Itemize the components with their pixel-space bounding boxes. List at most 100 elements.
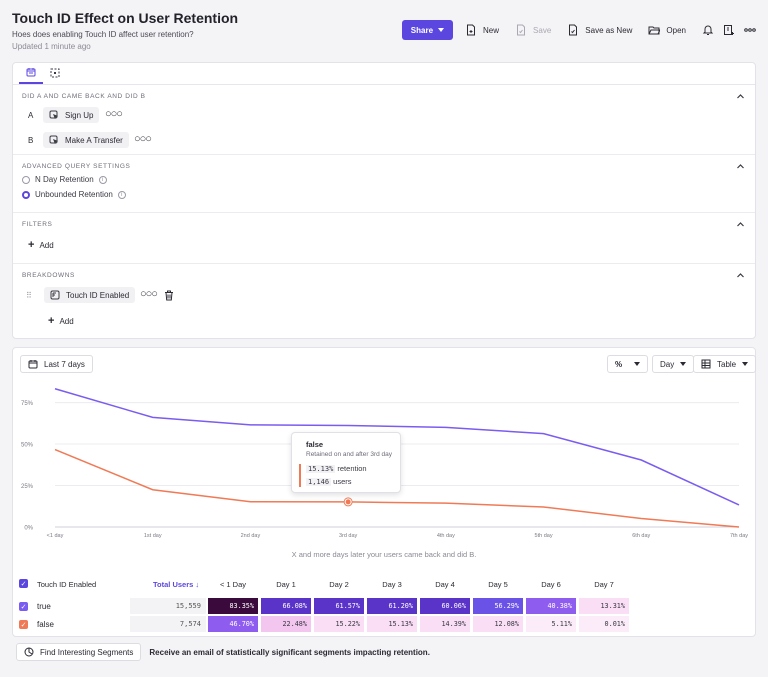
filters-section: FILTERS + Add: [13, 213, 755, 264]
day-column-header[interactable]: Day 5: [488, 580, 508, 589]
day-column-header[interactable]: Day 6: [541, 580, 561, 589]
event-a-chip[interactable]: Sign Up: [43, 107, 100, 123]
row-label: true: [37, 602, 51, 611]
select-all-checkbox[interactable]: ✓: [19, 579, 28, 588]
radio-unselected[interactable]: [22, 175, 30, 184]
retention-cell[interactable]: 60.06%: [420, 598, 470, 614]
breakdowns-section-title: BREAKDOWNS: [22, 272, 75, 279]
total-users-cell: 15,559: [130, 598, 206, 614]
retention-cell[interactable]: 61.57%: [314, 598, 364, 614]
event-b-chip[interactable]: Make A Transfer: [43, 132, 129, 148]
alert-bell-icon[interactable]: [702, 24, 714, 36]
more-options-icon[interactable]: [744, 28, 756, 32]
add-to-dashboard-icon[interactable]: [723, 24, 735, 36]
info-icon[interactable]: i: [98, 175, 107, 184]
calendar-icon: [28, 360, 38, 369]
x-tick-label: <1 day: [47, 533, 64, 539]
x-tick-label: 5th day: [535, 533, 553, 539]
retention-cell[interactable]: 40.38%: [526, 598, 576, 614]
retention-cell[interactable]: 12.08%: [473, 616, 523, 632]
view-label: Table: [717, 359, 737, 369]
n-day-retention-option[interactable]: N Day Retention i: [22, 175, 107, 184]
retention-cell[interactable]: 22.48%: [261, 616, 311, 632]
retention-cell[interactable]: 5.11%: [526, 616, 576, 632]
tooltip-series-marker: [299, 464, 301, 487]
did-section-title: DID A AND CAME BACK AND DID B: [22, 93, 146, 100]
trash-icon[interactable]: [164, 290, 174, 301]
new-button[interactable]: New: [465, 24, 499, 36]
add-breakdown-label: Add: [59, 316, 74, 326]
retention-cell[interactable]: 83.35%: [208, 598, 258, 614]
chevron-up-icon[interactable]: [736, 271, 745, 280]
retention-cell[interactable]: 14.39%: [420, 616, 470, 632]
report-description[interactable]: Hoes does enabling Touch ID affect user …: [12, 30, 194, 39]
retention-cell[interactable]: 46.70%: [208, 616, 258, 632]
updated-timestamp: Updated 1 minute ago: [12, 42, 91, 51]
info-icon[interactable]: i: [117, 190, 126, 199]
interval-dropdown[interactable]: Day: [652, 355, 695, 373]
percent-toggle-button[interactable]: %: [607, 355, 649, 373]
report-title[interactable]: Touch ID Effect on User Retention: [12, 10, 239, 26]
row-label: false: [37, 620, 54, 629]
save-button[interactable]: Save: [515, 24, 551, 36]
y-tick-label: 0%: [24, 526, 33, 532]
chart-tooltip: false Retained on and after 3rd day 15.1…: [291, 432, 401, 493]
drag-handle-icon[interactable]: ⠿: [26, 291, 32, 300]
event-b-label: Make A Transfer: [65, 135, 123, 145]
day-column-header[interactable]: Day 4: [435, 580, 455, 589]
query-tabs: [13, 63, 755, 85]
day-column-header[interactable]: Day 1: [276, 580, 296, 589]
radio-selected[interactable]: [22, 190, 30, 199]
tooltip-title: false: [306, 440, 324, 449]
breakdown-more-icon[interactable]: ○○○: [140, 288, 158, 300]
total-users-header[interactable]: Total Users ↓: [153, 580, 200, 589]
breakdown-chip[interactable]: Touch ID Enabled: [44, 287, 136, 303]
x-tick-label: 1st day: [144, 533, 162, 539]
retention-cell[interactable]: 61.20%: [367, 598, 417, 614]
retention-cell[interactable]: 56.29%: [473, 598, 523, 614]
retention-cell[interactable]: 0.01%: [579, 616, 629, 632]
dashed-select-icon: [50, 68, 60, 78]
segments-footer: Find Interesting Segments Receive an ema…: [12, 641, 756, 663]
chevron-up-icon[interactable]: [736, 162, 745, 171]
chevron-up-icon[interactable]: [736, 220, 745, 229]
save-as-new-button[interactable]: Save as New: [567, 24, 632, 36]
retention-cell[interactable]: 66.08%: [261, 598, 311, 614]
tooltip-retention-line: 15.13% retention: [306, 464, 367, 473]
find-interesting-segments-button[interactable]: Find Interesting Segments: [16, 643, 142, 661]
y-tick-label: 50%: [21, 443, 34, 449]
row-checkbox[interactable]: ✓: [19, 602, 28, 611]
event-b-more-icon[interactable]: ○○○: [134, 133, 152, 145]
plus-icon: +: [28, 239, 35, 251]
x-tick-label: 6th day: [632, 533, 650, 539]
row-checkbox[interactable]: ✓: [19, 620, 28, 629]
plus-icon: +: [48, 315, 55, 327]
date-range-button[interactable]: Last 7 days: [20, 355, 93, 373]
day-column-header[interactable]: < 1 Day: [219, 580, 247, 589]
day-column-header[interactable]: Day 2: [329, 580, 349, 589]
tooltip-retention-value: 15.13%: [306, 465, 336, 473]
add-filter-button[interactable]: + Add: [28, 239, 54, 251]
unbounded-retention-option[interactable]: Unbounded Retention i: [22, 190, 126, 199]
view-dropdown[interactable]: Table: [693, 355, 757, 373]
event-a-more-icon[interactable]: ○○○: [105, 108, 123, 120]
breakdown-column-header[interactable]: Touch ID Enabled: [37, 580, 97, 589]
day-column-header[interactable]: Day 7: [594, 580, 614, 589]
unbounded-retention-label: Unbounded Retention: [35, 190, 113, 199]
day-column-header[interactable]: Day 3: [382, 580, 402, 589]
x-tick-label: 3rd day: [339, 533, 358, 539]
retention-cell[interactable]: 13.31%: [579, 598, 629, 614]
chevron-up-icon[interactable]: [736, 92, 745, 101]
date-range-label: Last 7 days: [44, 359, 85, 369]
retention-cell[interactable]: 15.22%: [314, 616, 364, 632]
share-label: Share: [410, 25, 434, 35]
open-button[interactable]: Open: [648, 24, 686, 36]
event-icon: [49, 135, 58, 144]
tab-selection[interactable]: [43, 62, 67, 84]
share-button[interactable]: Share: [401, 20, 454, 40]
table-icon: [701, 359, 711, 369]
retention-cell[interactable]: 15.13%: [367, 616, 417, 632]
tab-query[interactable]: [19, 62, 43, 84]
add-breakdown-button[interactable]: + Add: [48, 315, 74, 327]
event-a-label: Sign Up: [65, 110, 94, 120]
